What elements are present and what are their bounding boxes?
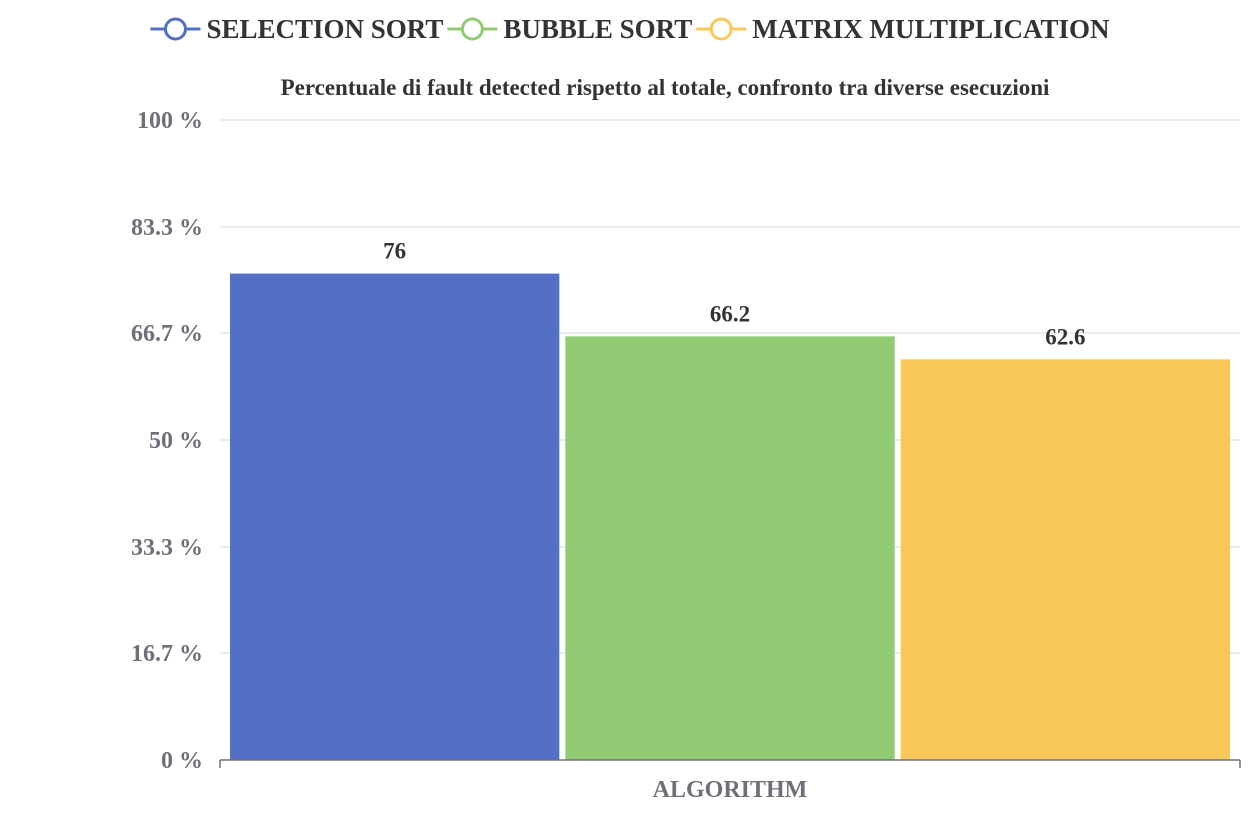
legend: SELECTION SORT BUBBLE SORT MATRIX MULTIPLI… xyxy=(150,14,1110,44)
bar-selection-sort xyxy=(230,273,560,760)
y-tick-label: 0 % xyxy=(161,748,203,774)
y-tick-label: 100 % xyxy=(137,108,203,134)
y-tick-label: 66.7 % xyxy=(131,321,203,347)
legend-circle-marker xyxy=(709,17,733,41)
bar-matrix-multiplication xyxy=(900,359,1230,760)
y-tick-label: 16.7 % xyxy=(131,641,203,667)
y-tick-label: 33.3 % xyxy=(131,535,203,561)
legend-label: MATRIX MULTIPLICATION xyxy=(752,14,1110,44)
bar-value-label: 66.2 xyxy=(710,301,750,326)
y-axis: 0 % 16.7 % 33.3 % 50 % 66.7 % 83.3 % 100 % xyxy=(131,108,203,774)
x-category-label: ALGORITHM xyxy=(653,777,808,803)
legend-label: SELECTION SORT xyxy=(206,14,443,44)
chart-title: Percentuale di fault detected rispetto a… xyxy=(281,75,1050,100)
x-axis: ALGORITHM xyxy=(219,759,1241,803)
bar-value-label: 76 xyxy=(383,239,406,264)
y-tick-label: 83.3 % xyxy=(131,215,203,241)
legend-circle-marker xyxy=(163,17,187,41)
bars: 76 66.2 62.6 xyxy=(230,239,1230,760)
y-tick-label: 50 % xyxy=(149,428,203,454)
bar-bubble-sort xyxy=(565,336,895,760)
legend-item-selection-sort[interactable]: SELECTION SORT xyxy=(150,14,443,44)
legend-circle-marker xyxy=(460,17,484,41)
legend-item-bubble-sort[interactable]: BUBBLE SORT xyxy=(447,14,692,44)
legend-item-matrix-multiplication[interactable]: MATRIX MULTIPLICATION xyxy=(696,14,1110,44)
bar-value-label: 62.6 xyxy=(1045,324,1085,349)
legend-label: BUBBLE SORT xyxy=(503,14,692,44)
